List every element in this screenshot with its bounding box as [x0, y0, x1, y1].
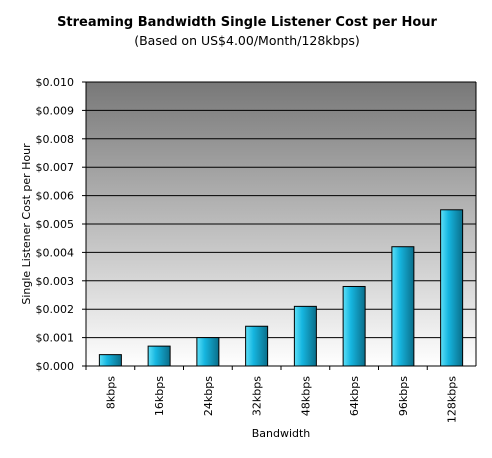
x-tick-labels: 8kbps 16kbps 24kbps 32kbps 48kbps 64kbps 96kbp… [104, 376, 458, 423]
x-tick-label: 128kbps [446, 376, 459, 423]
bar-128kbps [440, 209, 464, 367]
bar-96kbps [391, 246, 415, 367]
chart-subtitle: (Based on US$4.00/Month/128kbps) [134, 33, 360, 48]
y-tick-label: $0.000 [36, 360, 75, 373]
bars [98, 209, 464, 367]
axes [85, 81, 477, 370]
x-tick-label: 8kbps [104, 376, 117, 409]
bar-16kbps [147, 345, 171, 367]
y-tick-label: $0.010 [36, 76, 75, 89]
y-tick-labels: $0.000 $0.001 $0.002 $0.003 $0.004 $0.005 $0.0… [36, 76, 75, 373]
bar-24kbps [196, 337, 220, 367]
x-tick-label: 64kbps [348, 376, 361, 416]
y-axis-label: Single Listener Cost per Hour [20, 143, 33, 305]
x-tick-label: 96kbps [397, 376, 410, 416]
y-tick-label: $0.009 [36, 104, 75, 117]
x-tick-label: 48kbps [299, 376, 312, 416]
bar-8kbps [98, 354, 122, 367]
y-tick-label: $0.003 [36, 275, 75, 288]
y-tick-label: $0.006 [36, 190, 75, 203]
x-tick-label: 16kbps [153, 376, 166, 416]
y-tick-label: $0.008 [36, 133, 75, 146]
x-axis-label: Bandwidth [252, 427, 311, 440]
y-tick-label: $0.004 [36, 246, 75, 259]
y-tick-label: $0.007 [36, 161, 75, 174]
y-tick-label: $0.005 [36, 218, 75, 231]
bar-64kbps [342, 285, 366, 367]
x-tick-label: 24kbps [202, 376, 215, 416]
bar-32kbps [245, 325, 269, 367]
y-tick-label: $0.002 [36, 303, 75, 316]
chart-title: Streaming Bandwidth Single Listener Cost… [57, 15, 437, 30]
y-tick-label: $0.001 [36, 332, 75, 345]
bar-48kbps [293, 305, 317, 367]
x-tick-label: 32kbps [251, 376, 264, 416]
